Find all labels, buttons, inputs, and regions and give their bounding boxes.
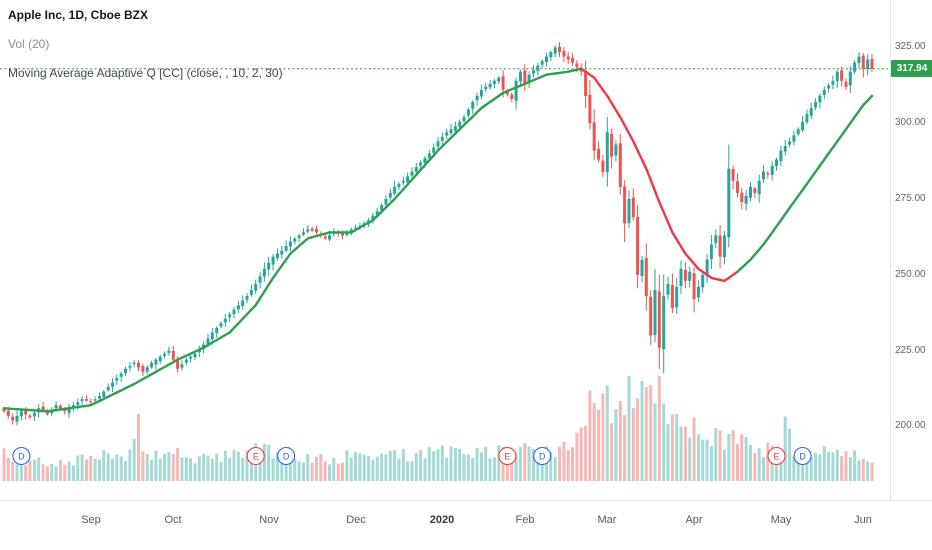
ma-line[interactable] <box>2 67 874 413</box>
legend: Apple Inc, 1D, Cboe BZX Vol (20) Moving … <box>8 0 283 87</box>
symbol-legend[interactable]: Apple Inc, 1D, Cboe BZX <box>8 0 283 29</box>
volume-legend[interactable]: Vol (20) <box>8 29 283 58</box>
time-tick-label: May <box>770 514 792 526</box>
time-axis[interactable]: Sep Oct Nov Dec 2020 Feb Mar Apr May Jun <box>0 500 932 550</box>
earnings-marker[interactable]: E <box>498 446 517 466</box>
time-tick-label: 2020 <box>429 514 455 526</box>
price-tick-label: 250.00 <box>895 269 926 280</box>
svg-text:D: D <box>799 452 806 462</box>
last-price-badge: 317.94 <box>891 60 932 77</box>
dividend-marker[interactable]: D <box>533 446 552 466</box>
svg-text:E: E <box>253 452 259 462</box>
volume-layer <box>2 376 874 481</box>
earnings-marker[interactable]: E <box>767 446 786 466</box>
time-tick-label: Apr <box>685 514 703 526</box>
price-tick-label: 275.00 <box>895 193 926 204</box>
symbol-legend-label: Apple Inc, 1D, Cboe BZX <box>8 7 149 22</box>
time-tick-label: Feb <box>515 514 535 526</box>
candles-layer <box>2 42 874 426</box>
time-tick-label: Sep <box>81 514 101 526</box>
time-tick-label: Mar <box>597 514 617 526</box>
price-tick-label: 200.00 <box>895 420 926 431</box>
price-tick-label: 325.00 <box>895 41 926 52</box>
earnings-marker[interactable]: E <box>246 446 265 466</box>
time-tick-label: Dec <box>346 514 366 526</box>
dividend-marker[interactable]: D <box>277 446 296 466</box>
volume-legend-label: Vol (20) <box>8 36 50 51</box>
dividend-marker[interactable]: D <box>12 446 31 466</box>
svg-text:E: E <box>773 452 779 462</box>
ma-legend-label: Moving Average Adaptive Q [CC] (close, ,… <box>8 65 283 80</box>
ma-legend[interactable]: Moving Average Adaptive Q [CC] (close, ,… <box>8 58 283 87</box>
time-tick-label: Jun <box>854 514 872 526</box>
svg-text:D: D <box>283 452 290 462</box>
svg-text:D: D <box>18 452 25 462</box>
price-tick-label: 225.00 <box>895 345 926 356</box>
time-tick-label: Nov <box>259 514 279 526</box>
dividend-marker[interactable]: D <box>793 446 812 466</box>
price-axis[interactable]: 317.94 200.00 225.00 250.00 275.00 300.00 325… <box>890 0 932 500</box>
svg-text:E: E <box>504 452 510 462</box>
time-tick-label: Oct <box>164 514 182 526</box>
price-tick-label: 300.00 <box>895 117 926 128</box>
svg-text:D: D <box>539 452 546 462</box>
